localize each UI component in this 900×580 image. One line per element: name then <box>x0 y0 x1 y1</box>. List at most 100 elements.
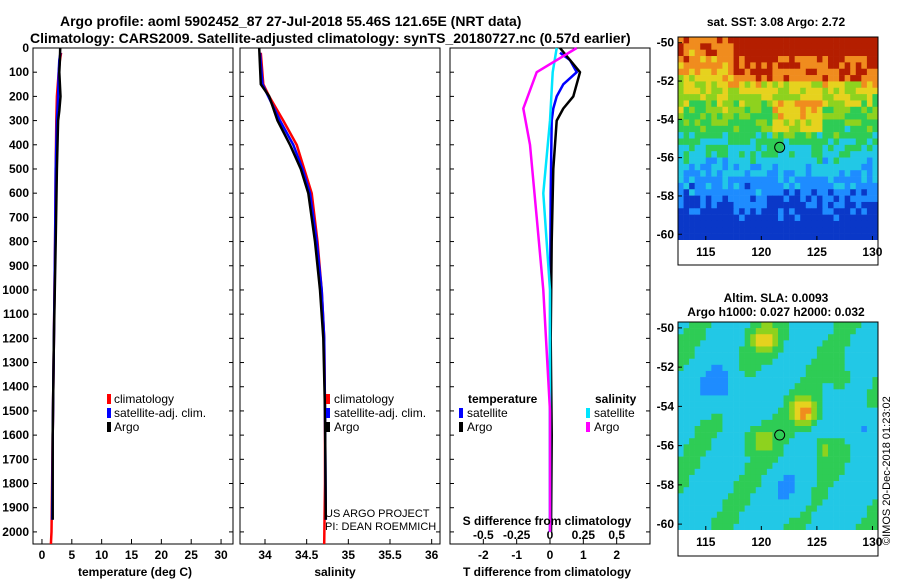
heatmap-cell <box>822 227 829 234</box>
heatmap-cell <box>866 328 873 335</box>
heatmap-cell <box>850 144 857 152</box>
heatmap-cell <box>733 233 740 241</box>
x-tick-label: 25 <box>185 548 199 562</box>
heatmap-cell <box>755 499 762 506</box>
heatmap-cell <box>700 413 707 421</box>
heatmap-cell <box>844 322 851 329</box>
heatmap-cell <box>866 334 873 341</box>
heatmap-cell <box>778 151 784 158</box>
heatmap-cell <box>861 352 868 360</box>
heatmap-cell <box>694 364 701 372</box>
heatmap-cell <box>794 462 801 470</box>
heatmap-cell <box>761 450 768 457</box>
heatmap-cell <box>833 517 840 525</box>
heatmap-cell <box>850 322 857 329</box>
heatmap-cell <box>861 377 868 384</box>
heatmap-cell <box>778 106 784 114</box>
heatmap-cell <box>766 201 773 209</box>
heatmap-cell <box>766 517 773 525</box>
heatmap-cell <box>722 157 729 165</box>
heatmap-cell <box>844 43 851 50</box>
heatmap-cell <box>689 182 695 190</box>
heatmap-cell <box>822 462 829 470</box>
heatmap-cell <box>822 106 829 114</box>
heatmap-cell <box>839 346 845 353</box>
heatmap-cell <box>683 94 690 101</box>
heatmap-cell <box>794 407 801 415</box>
heatmap-cell <box>683 220 690 228</box>
heatmap-cell <box>705 208 712 215</box>
heatmap-cell <box>839 370 845 378</box>
heatmap-cell <box>794 233 801 241</box>
heatmap-cell <box>822 322 829 329</box>
heatmap-cell <box>855 56 862 63</box>
heatmap-cell <box>700 208 707 215</box>
heatmap-cell <box>839 499 845 506</box>
heatmap-cell <box>794 426 801 433</box>
heatmap-cell <box>844 334 851 341</box>
heatmap-cell <box>694 189 701 196</box>
heatmap-cell <box>822 157 829 165</box>
heatmap-cell <box>866 62 873 70</box>
heatmap-cell <box>722 233 729 241</box>
argo-location-marker <box>774 141 786 153</box>
heatmap-cell <box>833 499 840 506</box>
heatmap-cell <box>866 189 873 196</box>
heatmap-cell <box>728 383 734 390</box>
heatmap-cell <box>850 499 857 506</box>
heatmap-cell <box>822 151 829 158</box>
heatmap-cell <box>816 474 823 482</box>
heatmap-cell <box>766 125 773 133</box>
heatmap-cell <box>689 151 695 158</box>
heatmap-cell <box>733 100 740 108</box>
heatmap-cell <box>733 346 740 353</box>
heatmap-cell <box>789 523 795 531</box>
heatmap-cell <box>800 195 807 203</box>
heatmap-cell <box>716 322 723 329</box>
legend-label-climatology: climatology <box>334 392 394 406</box>
s-difference-axis: -0.5 -0.25 0 0.25 0.5 <box>473 528 625 542</box>
heatmap-cell <box>744 220 751 228</box>
heatmap-cell <box>733 419 740 427</box>
heatmap-cell <box>805 94 812 101</box>
heatmap-cell <box>778 352 784 360</box>
heatmap-cell <box>739 176 745 184</box>
heatmap-cell <box>811 340 818 347</box>
heatmap-cell <box>800 94 807 101</box>
heatmap-cell <box>733 106 740 114</box>
heatmap-cell <box>850 170 857 177</box>
heatmap-cell <box>766 523 773 531</box>
heatmap-cell <box>772 462 779 470</box>
heatmap-cell <box>866 106 873 114</box>
heatmap-cell <box>811 383 818 390</box>
heatmap-cell <box>750 43 757 50</box>
heatmap-cell <box>872 157 879 165</box>
heatmap-cell <box>811 170 818 177</box>
heatmap-cell <box>855 182 862 190</box>
heatmap-cell <box>872 401 879 408</box>
heatmap-cell <box>866 151 873 158</box>
heatmap-cell <box>711 138 718 146</box>
heatmap-cell <box>750 517 757 525</box>
heatmap-cell <box>766 432 773 439</box>
heatmap-cell <box>711 201 718 209</box>
heatmap-cell <box>822 370 829 378</box>
heatmap-cell <box>716 125 723 133</box>
heatmap-cell <box>855 358 862 366</box>
depth-tick-label: 800 <box>9 235 29 249</box>
heatmap-cell <box>772 499 779 506</box>
heatmap-cell <box>700 370 707 378</box>
heatmap-cell <box>828 444 834 451</box>
heatmap-cell <box>733 132 740 139</box>
heatmap-cell <box>733 383 740 390</box>
heatmap-cell <box>744 56 751 63</box>
heatmap-cell <box>800 340 807 347</box>
heatmap-cell <box>728 125 734 133</box>
heatmap-cell <box>733 163 740 171</box>
heatmap-cell <box>872 511 879 519</box>
heatmap-cell <box>822 189 829 196</box>
heatmap-cell <box>711 144 718 152</box>
heatmap-cell <box>805 201 812 209</box>
heatmap-cell <box>789 505 795 512</box>
heatmap-cell <box>772 132 779 139</box>
